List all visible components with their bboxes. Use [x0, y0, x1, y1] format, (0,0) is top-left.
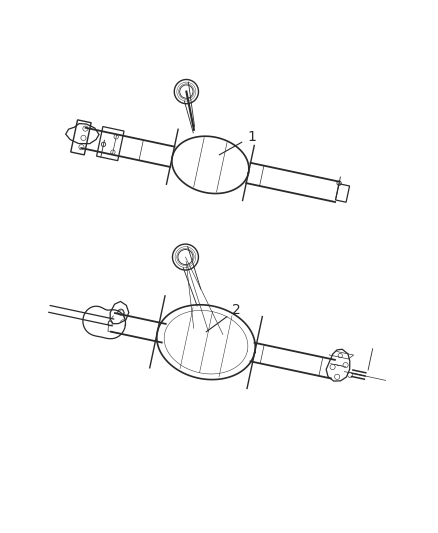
- Text: 1: 1: [219, 130, 256, 155]
- Text: 2: 2: [206, 303, 241, 332]
